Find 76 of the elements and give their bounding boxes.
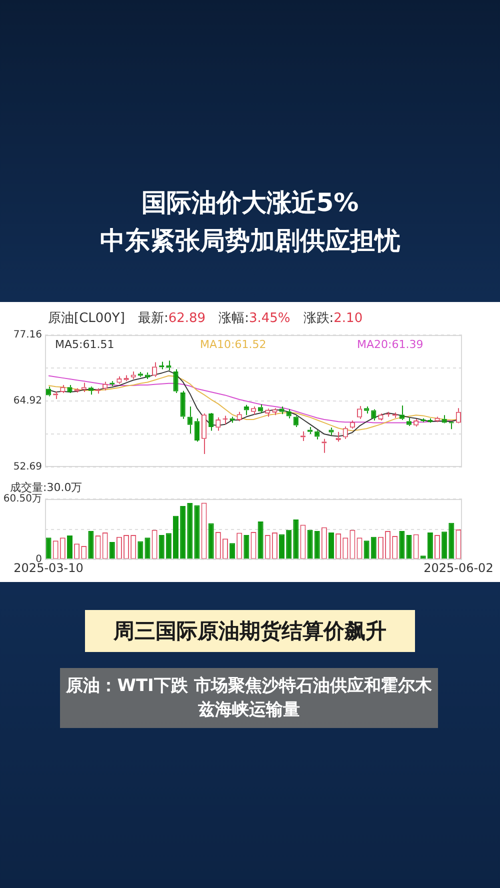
- bar: [144, 538, 150, 560]
- text: 涨跌:2.10: [303, 311, 363, 326]
- candlestick: [208, 414, 214, 432]
- bar: [364, 540, 370, 560]
- candlestick: [328, 427, 334, 436]
- candlestick: [272, 408, 278, 416]
- candlestick: [342, 426, 348, 440]
- text: MA20:61.39: [357, 338, 424, 351]
- text: 原油[CL00Y]: [48, 311, 125, 326]
- candlestick: [138, 372, 143, 378]
- chart-title: 成交量:30.0万: [10, 480, 82, 494]
- bar: [173, 516, 179, 560]
- text: 周三国际原油期货结算价飙升: [85, 610, 415, 652]
- y-tick-label: 60.50万: [3, 494, 42, 505]
- candlestick: [173, 368, 178, 394]
- bar: [187, 503, 193, 560]
- candlestick: [180, 390, 186, 420]
- chart-title: 国际油价大涨近5%: [140, 187, 360, 219]
- bar: [208, 523, 214, 560]
- bar: [442, 532, 448, 560]
- text: 最新:62.89: [138, 311, 206, 326]
- bar: [180, 506, 186, 560]
- candlestick: [356, 405, 362, 420]
- x-tick-label: 2025-03-10: [14, 560, 84, 575]
- bar: [138, 541, 144, 560]
- candlestick: [201, 413, 207, 454]
- bar: [109, 542, 115, 560]
- candlestick: [81, 382, 86, 392]
- candlestick: [144, 372, 150, 380]
- bar: [46, 538, 52, 560]
- text: 涨幅:3.45%: [218, 311, 290, 326]
- chart-subtitle: 中东紧张局势加剧供应担忧: [99, 225, 401, 257]
- candlestick: [46, 386, 52, 397]
- bar: [286, 530, 292, 560]
- bar: [194, 505, 200, 560]
- candlestick: [258, 404, 264, 414]
- bar: [244, 534, 250, 560]
- candlestick: [250, 406, 256, 416]
- bar: [370, 536, 376, 560]
- candlestick: [293, 415, 298, 428]
- candlestick: [194, 418, 200, 442]
- bar: [328, 532, 334, 560]
- bar: [448, 522, 454, 560]
- candlestick: [371, 408, 376, 422]
- candlestick: [364, 406, 370, 414]
- candlestick: [406, 417, 412, 426]
- candlestick: [67, 384, 72, 394]
- text: MA10:61.52: [200, 338, 266, 351]
- candlestick: [456, 408, 462, 423]
- candlestick: [152, 362, 158, 378]
- candlestick: [399, 404, 404, 421]
- candlestick: [88, 386, 94, 396]
- y-tick-label: 52.69: [13, 462, 42, 473]
- bar: [166, 533, 172, 560]
- bar: [399, 530, 405, 560]
- candlestick: [187, 406, 192, 434]
- candlestick: [279, 406, 284, 415]
- bar: [279, 534, 285, 560]
- bar: [293, 520, 299, 560]
- text: MA5:61.51: [55, 338, 114, 351]
- bar: [66, 536, 72, 560]
- candlestick: [130, 370, 136, 380]
- y-tick-label: 64.92: [13, 396, 42, 407]
- x-tick-label: 2025-06-02: [424, 560, 494, 575]
- bar: [314, 530, 320, 560]
- bar: [258, 522, 264, 560]
- bar: [307, 530, 313, 560]
- bar: [230, 543, 236, 560]
- bar: [88, 530, 94, 560]
- bar: [406, 534, 412, 560]
- candlestick: [244, 404, 249, 416]
- bar: [427, 532, 433, 560]
- bar: [158, 534, 164, 560]
- candlestick: [308, 426, 313, 435]
- y-tick-label: 77.16: [13, 330, 42, 341]
- text: 原油：WTI下跌 市场聚焦沙特石油供应和霍尔木兹海峡运输量: [60, 668, 438, 728]
